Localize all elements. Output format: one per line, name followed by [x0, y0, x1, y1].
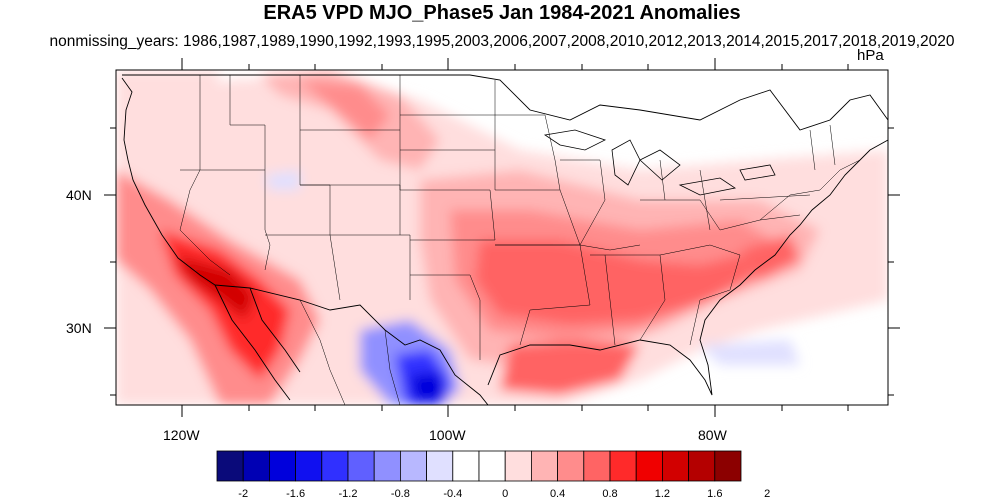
colorbar-box [321, 450, 349, 482]
colorbar-tick-label: 1.6 [707, 488, 723, 500]
colorbar-box [504, 450, 532, 482]
map-outlines [121, 74, 888, 405]
colorbar-box [478, 450, 506, 482]
chart-title: ERA5 VPD MJO_Phase5 Jan 1984-2021 Anomal… [263, 2, 741, 24]
colorbar-box [216, 450, 244, 482]
colorbar-box [531, 450, 559, 482]
colorbar-tick-label: 0.8 [602, 488, 618, 500]
axis-ticks [104, 58, 900, 417]
lon-label-80w: 80W [698, 427, 727, 443]
colorbar-tick-label: -0.8 [390, 488, 410, 500]
colorbar-tick-label: 0.4 [549, 488, 566, 500]
lon-label-100w: 100W [429, 427, 466, 443]
units-label: hPa [857, 47, 884, 64]
colorbar-box [242, 450, 270, 482]
colorbar-tick-label: -0.4 [443, 488, 463, 500]
colorbar-tick-label: -2 [238, 488, 249, 500]
colorbar-box [399, 450, 427, 482]
anomaly-shading [116, 70, 888, 405]
plot-frame [115, 69, 889, 406]
lat-label-30n: 30N [66, 320, 92, 336]
colorbar-box [557, 450, 585, 482]
lat-label-40n: 40N [66, 187, 92, 203]
colorbar-box [662, 450, 690, 482]
colorbar-box [295, 450, 323, 482]
colorbar-box [452, 450, 480, 482]
colorbar-tick-label: -1.2 [338, 488, 358, 500]
colorbar [216, 450, 742, 482]
colorbar-box [347, 450, 375, 482]
colorbar-tick-label: 0 [502, 488, 509, 500]
colorbar-tick-label: 2 [764, 488, 771, 500]
colorbar-box [688, 450, 716, 482]
colorbar-box [426, 450, 454, 482]
colorbar-tick-label: 1.2 [654, 488, 671, 500]
colorbar-box [583, 450, 611, 482]
colorbar-box [635, 450, 663, 482]
colorbar-tick-label: -1.6 [286, 488, 306, 500]
colorbar-box [609, 450, 637, 482]
colorbar-box [268, 450, 296, 482]
colorbar-box [373, 450, 401, 482]
colorbar-box [714, 450, 742, 482]
lon-label-120w: 120W [163, 427, 200, 443]
chart-subtitle: nonmissing_years: 1986,1987,1989,1990,19… [49, 33, 955, 50]
